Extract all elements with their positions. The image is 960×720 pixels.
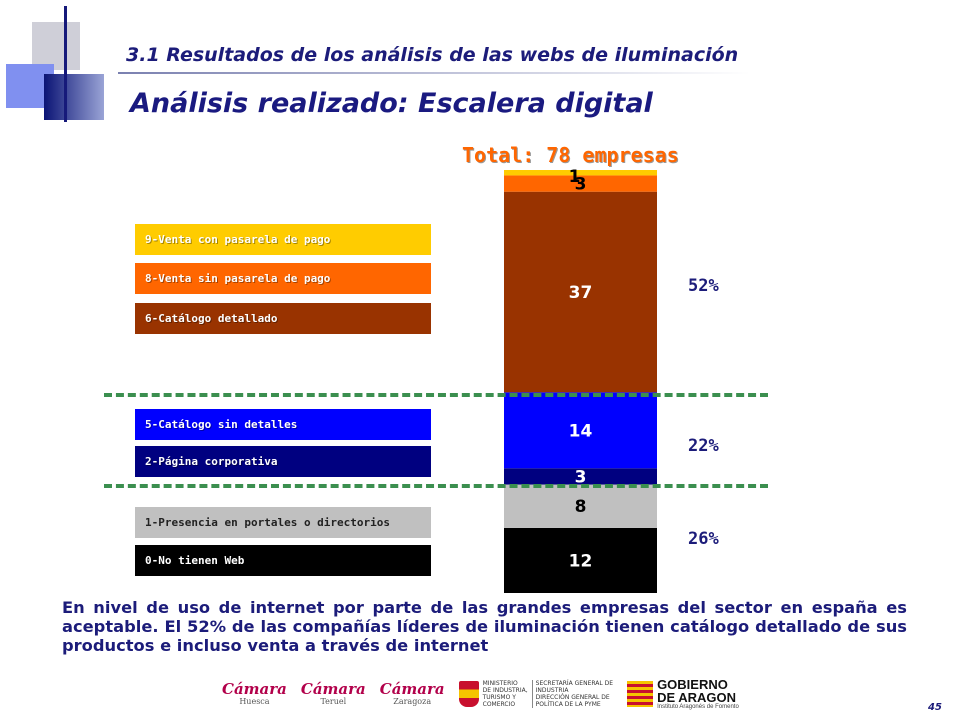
bar-value-label: 14: [569, 421, 593, 441]
ministerio-line: COMERCIO: [482, 701, 516, 708]
decor-vertical-line: [64, 6, 67, 122]
bar-segment: [504, 175, 657, 192]
aragon-flag-icon: [627, 681, 654, 707]
bar-value-label: 12: [569, 551, 593, 571]
logo-camara-zaragoza: Cámara Zaragoza: [380, 681, 445, 707]
bar-value-label: 1: [569, 167, 581, 187]
sponsor-logos: Cámara Huesca Cámara Teruel Cámara Zarag…: [222, 676, 739, 712]
logo-camara-city: Huesca: [239, 697, 270, 706]
separator-dashed-lower: [104, 484, 768, 488]
bar-value-label: 8: [575, 497, 587, 517]
legend-item: 9-Venta con pasarela de pago: [135, 224, 431, 255]
logo-camara-word: Cámara: [300, 680, 366, 698]
ministerio-line: DE INDUSTRIA,: [482, 687, 528, 694]
secretaria-line: SECRETARÍA GENERAL DE: [535, 680, 614, 687]
logo-camara-city: Zaragoza: [393, 697, 432, 706]
logo-camara-word: Cámara: [222, 680, 287, 698]
secretaria-line: POLÍTICA DE LA PYME: [535, 701, 601, 708]
coat-of-arms-icon: [458, 681, 479, 707]
bar-segment: [504, 392, 657, 469]
bar-value-label: 37: [569, 283, 593, 303]
aragon-subtitle: Instituto Aragonés de Fomento: [657, 704, 739, 710]
chart-title: Total: 78 empresas: [462, 143, 679, 167]
section-subtitle: 3.1 Resultados de los análisis de las we…: [126, 44, 739, 66]
legend-item: 1-Presencia en portales o directorios: [135, 507, 431, 538]
logo-camara-teruel: Cámara Teruel: [301, 681, 366, 707]
percentage-corporativa-catalogo: 22%: [688, 436, 719, 456]
bar-value-label: 3: [575, 467, 587, 487]
conclusion-text: En nivel de uso de internet por parte de…: [62, 598, 907, 655]
aragon-line: GOBIERNO: [657, 677, 728, 692]
ministerio-line: TURISMO Y: [482, 694, 516, 701]
logo-camara-city: Teruel: [320, 697, 347, 706]
bar-segment: [504, 484, 657, 528]
logo-ministerio-industria: MINISTERIO DE INDUSTRIA, TURISMO Y COMER…: [458, 680, 614, 708]
legend-item: 2-Página corporativa: [135, 446, 431, 477]
page-number: 45: [928, 702, 942, 713]
aragon-line: DE ARAGON: [657, 690, 737, 705]
secretaria-line: DIRECCIÓN GENERAL DE: [535, 694, 610, 701]
logo-gobierno-aragon: GOBIERNO DE ARAGON Instituto Aragonés de…: [627, 678, 739, 710]
logo-camara-huesca: Cámara Huesca: [222, 681, 287, 707]
secretaria-line: INDUSTRIA: [535, 687, 569, 694]
percentage-sin-web-portales: 26%: [688, 529, 719, 549]
logo-camara-word: Cámara: [379, 680, 445, 698]
decor-square-navy: [44, 74, 104, 120]
bar-segment: [504, 170, 657, 176]
legend-item: 0-No tienen Web: [135, 545, 431, 576]
page-title: Análisis realizado: Escalera digital: [130, 88, 653, 119]
bar-segment: [504, 527, 657, 593]
bar-segment: [504, 468, 657, 485]
bar-value-label: 3: [575, 175, 587, 195]
legend-item: 5-Catálogo sin detalles: [135, 409, 431, 440]
legend-item: 6-Catálogo detallado: [135, 303, 431, 334]
bar-segment: [504, 191, 657, 393]
header-divider: [118, 72, 750, 74]
decor-square-gray: [32, 22, 80, 70]
ministerio-line: MINISTERIO: [482, 680, 518, 687]
legend-item: 8-Venta sin pasarela de pago: [135, 263, 431, 294]
percentage-catalogo-venta: 52%: [688, 276, 719, 296]
separator-dashed-upper: [104, 393, 768, 397]
